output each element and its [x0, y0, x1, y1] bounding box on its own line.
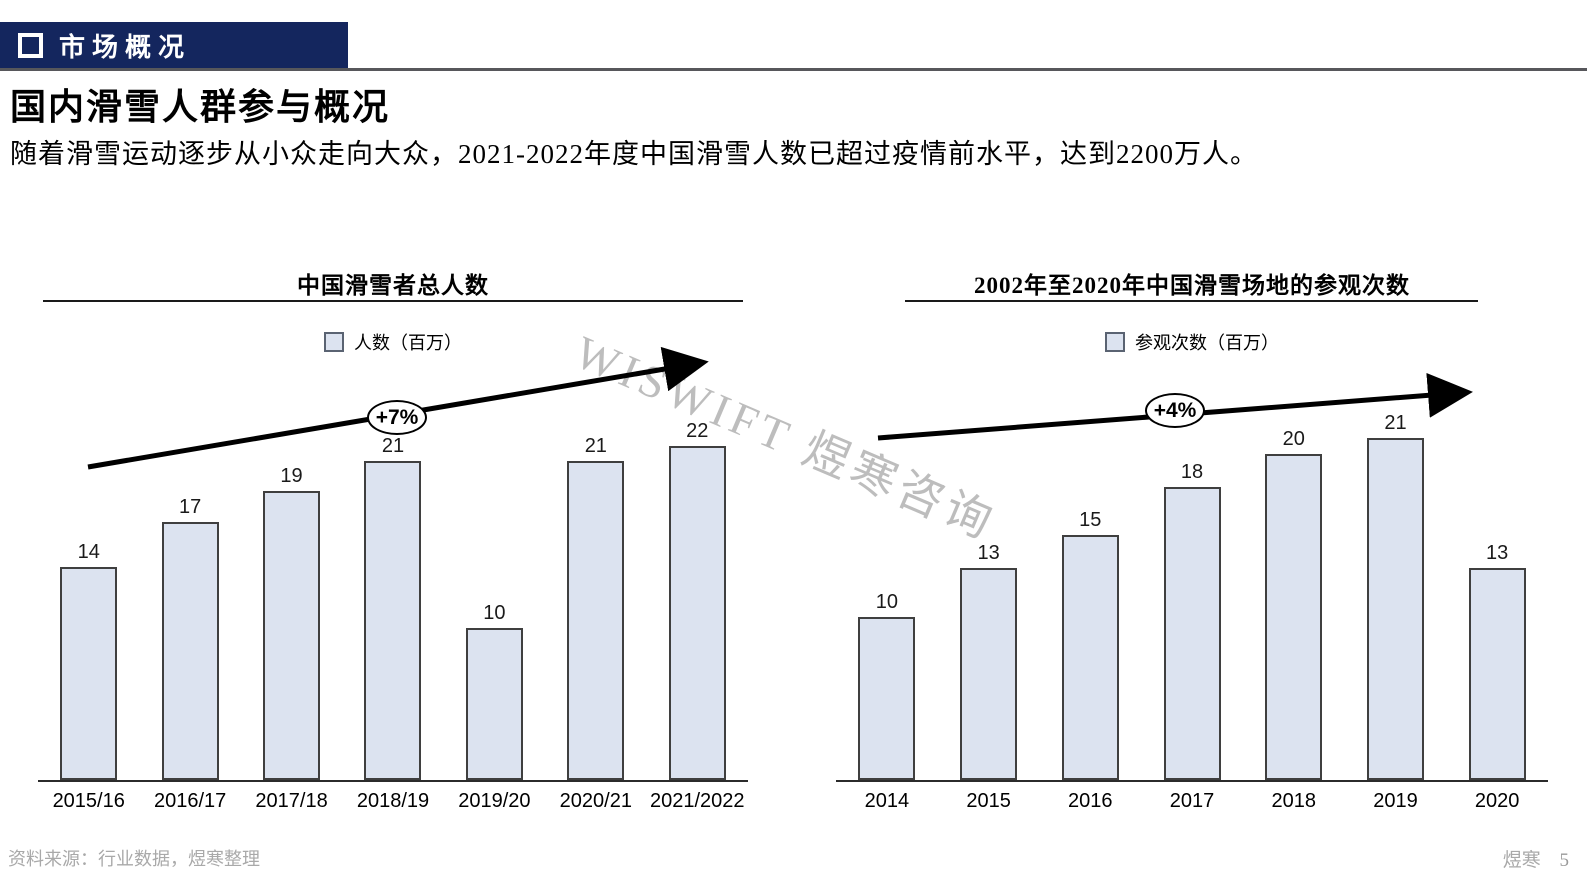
bar-value-label: 13	[1486, 542, 1509, 564]
page-number: 5	[1559, 850, 1570, 871]
x-axis-tick-label: 2016/17	[153, 790, 227, 812]
growth-rate-badge-right: +4%	[1145, 393, 1205, 428]
chart-legend: 参观次数（百万）	[836, 330, 1548, 354]
legend-label: 参观次数（百万）	[1135, 333, 1279, 353]
section-banner: 市场概况	[0, 22, 348, 68]
bars-area: 10 13 15 18 20 21 13	[836, 360, 1548, 782]
square-outline-icon	[18, 32, 43, 58]
bar	[1265, 454, 1323, 780]
bar-value-label: 13	[977, 542, 1000, 564]
bar-column: 21	[545, 435, 646, 780]
chart-title: 中国滑雪者总人数	[297, 273, 489, 298]
bar	[465, 628, 523, 780]
page-title: 国内滑雪人群参与概况	[10, 87, 391, 127]
bar-value-label: 14	[77, 541, 100, 563]
x-axis-tick-label: 2020	[1474, 790, 1520, 812]
bar-column: 21	[342, 435, 443, 780]
bar-column: 19	[241, 465, 342, 780]
bar-column: 15	[1039, 509, 1141, 780]
bars-area: 14 17 19 21 10 21 22	[38, 360, 748, 782]
bar-value-label: 15	[1079, 509, 1102, 531]
x-axis-tick-label: 2015	[966, 790, 1011, 812]
bar	[858, 617, 916, 780]
chart-title: 2002年至2020年中国滑雪场地的参观次数	[974, 273, 1410, 298]
bar	[567, 461, 625, 780]
x-axis-labels: 2014 2015 2016 2017 2018 2019 2020	[836, 782, 1548, 813]
bar	[60, 567, 118, 780]
bar	[1061, 535, 1119, 780]
x-axis-tick-label: 2020/21	[559, 790, 632, 812]
footer-brand-page: 煜寒 5	[1503, 845, 1569, 872]
chart-plot: 10 13 15 18 20 21 13 2014 2015 2016 2017 2018 2019 2…	[836, 360, 1548, 813]
bar-column: 10	[836, 591, 938, 780]
chart-legend: 人数（百万）	[38, 330, 748, 354]
bar	[364, 461, 422, 780]
x-axis-labels: 2015/16 2016/17 2017/18 2018/19 2019/20 2020/…	[38, 782, 748, 813]
bar-column: 22	[647, 420, 748, 780]
section-banner-label: 市场概况	[59, 32, 192, 62]
bar-column: 21	[1345, 412, 1447, 780]
page-subtitle: 随着滑雪运动逐步从小众走向大众，2021-2022年度中国滑雪人数已超过疫情前水…	[10, 139, 1258, 169]
header-divider	[0, 68, 1587, 71]
chart-panel-skiers-total: 中国滑雪者总人数 人数（百万） 14 17 19 21 10 21 22 2015/16 20…	[38, 266, 748, 813]
bar	[668, 446, 726, 780]
bar-value-label: 19	[280, 465, 303, 487]
bar-value-label: 21	[1384, 412, 1407, 434]
bar-value-label: 21	[584, 435, 607, 457]
x-axis-tick-label: 2018	[1271, 790, 1316, 812]
x-axis-tick-label: 2017/18	[255, 790, 328, 812]
bar	[1468, 568, 1526, 780]
bar	[1163, 487, 1221, 780]
bar-value-label: 18	[1180, 461, 1204, 483]
source-note: 资料来源：行业数据，煜寒整理	[8, 849, 260, 869]
x-axis-tick-label: 2019	[1373, 790, 1418, 812]
x-axis-tick-label: 2018/19	[356, 790, 430, 812]
legend-swatch-icon	[324, 332, 344, 352]
bar	[1366, 438, 1424, 780]
bar-value-label: 20	[1282, 428, 1305, 450]
bar	[960, 568, 1018, 780]
x-axis-tick-label: 2021/2022	[649, 790, 745, 812]
bar-column: 17	[139, 496, 240, 780]
chart-panel-resort-visits: 2002年至2020年中国滑雪场地的参观次数 参观次数（百万） 10 13 15 18…	[836, 266, 1548, 813]
bar	[161, 522, 219, 780]
bar-value-label: 17	[179, 496, 202, 518]
bar-value-label: 10	[875, 591, 898, 613]
bar-column: 13	[938, 542, 1040, 780]
x-axis-tick-label: 2015/16	[52, 790, 125, 812]
bar-value-label: 21	[381, 435, 405, 457]
x-axis-tick-label: 2014	[864, 790, 910, 812]
chart-title-rule	[43, 300, 743, 302]
bar-column: 14	[38, 541, 139, 780]
bar-column: 10	[444, 602, 545, 780]
legend-swatch-icon	[1105, 332, 1125, 352]
growth-rate-badge-left: +7%	[367, 400, 427, 435]
bar	[263, 491, 321, 780]
footer-brand: 煜寒	[1502, 850, 1541, 871]
chart-title-rule	[905, 300, 1478, 302]
legend-label: 人数（百万）	[354, 333, 462, 353]
bar-column: 20	[1243, 428, 1345, 780]
x-axis-tick-label: 2017	[1169, 790, 1215, 812]
bar-column: 18	[1141, 461, 1243, 780]
x-axis-tick-label: 2016	[1068, 790, 1113, 812]
bar-value-label: 10	[483, 602, 506, 624]
chart-plot: 14 17 19 21 10 21 22 2015/16 2016/17 2017/18 2018…	[38, 360, 748, 813]
x-axis-tick-label: 2019/20	[458, 790, 531, 812]
bar-column: 13	[1446, 542, 1548, 780]
